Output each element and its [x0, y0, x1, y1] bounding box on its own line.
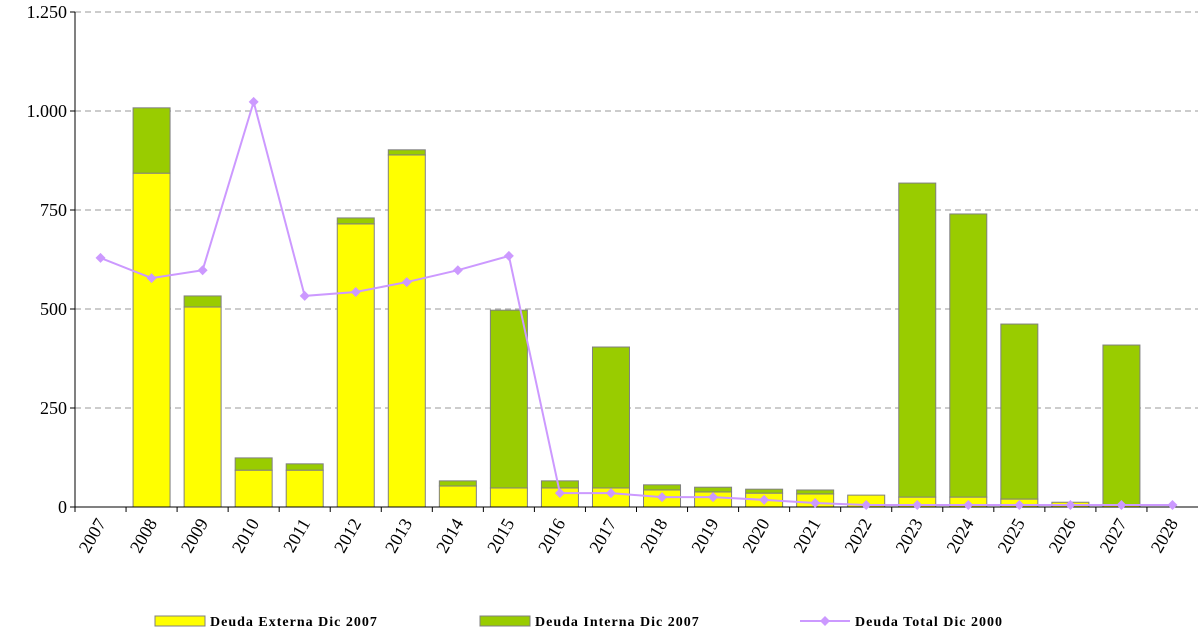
- y-tick-label: 0: [58, 497, 67, 517]
- bar: [949, 213, 988, 498]
- legend-marker: [820, 616, 830, 626]
- x-tick-label: 2022: [840, 515, 875, 556]
- marker: [350, 286, 361, 297]
- y-tick-label: 1.000: [27, 101, 68, 121]
- bar: [336, 223, 375, 508]
- x-tick-label: 2019: [687, 515, 722, 556]
- x-tick-label: 2020: [738, 515, 773, 556]
- x-tick-label: 2028: [1147, 515, 1182, 556]
- bar: [1000, 323, 1039, 500]
- bar: [796, 489, 835, 495]
- bar: [489, 487, 528, 508]
- marker: [197, 265, 208, 276]
- y-tick-label: 750: [40, 200, 67, 220]
- marker: [810, 498, 821, 509]
- marker: [95, 252, 106, 263]
- bar: [285, 463, 324, 471]
- marker: [963, 500, 974, 511]
- marker: [605, 488, 616, 499]
- bar: [387, 154, 426, 508]
- marker: [554, 488, 565, 499]
- legend-label: Deuda Externa Dic 2007: [210, 615, 378, 630]
- bar: [489, 309, 528, 489]
- marker: [708, 492, 719, 503]
- marker: [503, 250, 514, 261]
- bar: [234, 457, 273, 471]
- x-tick-label: 2016: [534, 515, 569, 556]
- line: [100, 98, 1173, 507]
- bar: [234, 469, 273, 508]
- marker: [248, 96, 259, 107]
- legend-label: Deuda Interna Dic 2007: [535, 615, 700, 630]
- marker: [759, 494, 770, 505]
- x-tick-label: 2015: [483, 515, 518, 556]
- x-tick-label: 2010: [228, 515, 263, 556]
- bar: [591, 346, 630, 489]
- legend-swatch: [154, 615, 206, 627]
- marker: [657, 492, 668, 503]
- bar: [132, 172, 171, 508]
- y-tick-label: 250: [40, 398, 67, 418]
- marker: [1116, 500, 1127, 511]
- x-tick-label: 2007: [75, 515, 110, 556]
- y-tick-label: 500: [40, 299, 67, 319]
- bar: [745, 488, 784, 494]
- bar: [132, 107, 171, 174]
- marker: [1014, 500, 1025, 511]
- marker: [1167, 500, 1178, 511]
- y-tick-label: 1.250: [27, 2, 68, 22]
- marker: [861, 500, 872, 511]
- bar: [643, 484, 682, 491]
- marker: [299, 290, 310, 301]
- bar: [285, 469, 324, 508]
- bar: [540, 480, 579, 489]
- x-tick-label: 2027: [1096, 515, 1131, 556]
- bar: [387, 149, 426, 156]
- bar: [1102, 344, 1141, 506]
- marker: [1065, 500, 1076, 511]
- x-tick-label: 2009: [177, 515, 212, 556]
- marker: [401, 277, 412, 288]
- x-tick-label: 2021: [789, 515, 824, 556]
- marker: [452, 265, 463, 276]
- bar: [438, 480, 477, 487]
- x-tick-label: 2013: [381, 515, 416, 556]
- marker: [912, 500, 923, 511]
- x-tick-label: 2014: [432, 515, 467, 556]
- marker: [146, 273, 157, 284]
- legend-swatch: [479, 615, 531, 627]
- x-tick-label: 2023: [891, 515, 926, 556]
- x-tick-label: 2011: [279, 515, 314, 556]
- bar: [336, 217, 375, 225]
- x-tick-label: 2008: [126, 515, 161, 556]
- bar: [183, 295, 222, 308]
- x-tick-label: 2018: [636, 515, 671, 556]
- bar: [898, 182, 937, 498]
- x-tick-label: 2025: [993, 515, 1028, 556]
- bar: [183, 306, 222, 508]
- legend-label: Deuda Total Dic 2000: [855, 615, 1003, 630]
- x-tick-label: 2026: [1045, 515, 1080, 556]
- x-tick-label: 2017: [585, 515, 620, 556]
- x-tick-label: 2024: [942, 515, 977, 556]
- bar: [694, 486, 733, 493]
- x-tick-label: 2012: [330, 515, 365, 556]
- bar: [438, 485, 477, 508]
